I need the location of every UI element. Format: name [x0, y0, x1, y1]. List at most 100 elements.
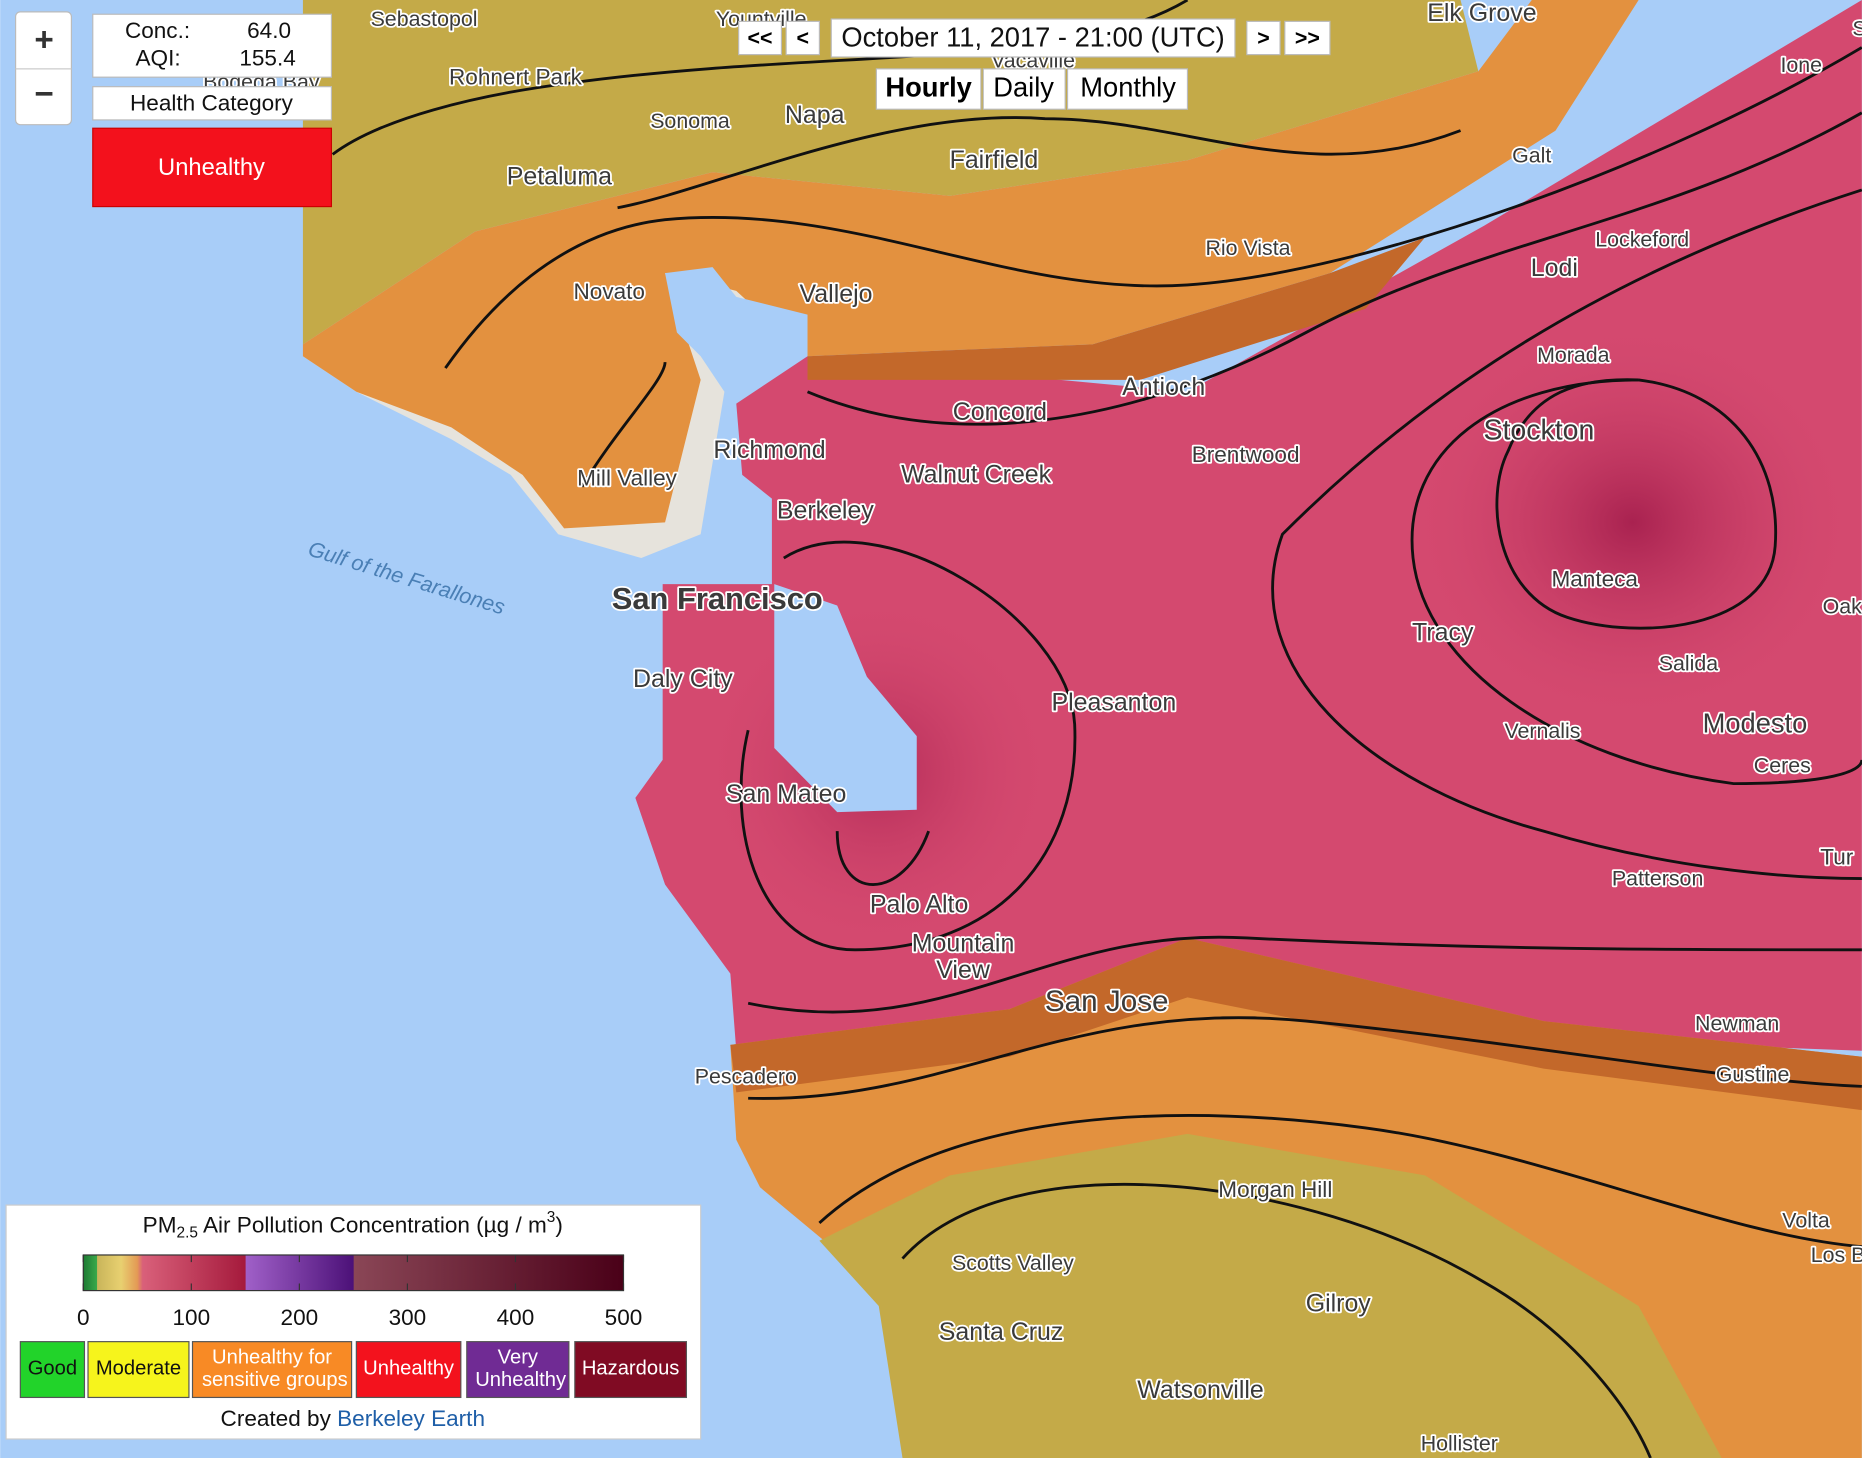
- place-label: Elk Grove: [1427, 0, 1536, 27]
- mode-button[interactable]: Monthly: [1080, 71, 1176, 102]
- place-label: Walnut Creek: [901, 461, 1052, 489]
- credit: Created by Berkeley Earth: [221, 1406, 485, 1431]
- category-label: Unhealthy: [363, 1357, 455, 1379]
- place-label: Vernalis: [1504, 719, 1580, 743]
- next-button[interactable]: >: [1257, 26, 1269, 50]
- legend-box: [5, 1204, 702, 1440]
- category-swatch: [191, 1341, 353, 1399]
- place-label: Galt: [1512, 143, 1551, 167]
- category-header-box: [92, 86, 333, 121]
- prev-button[interactable]: <: [797, 26, 809, 50]
- place-label: Rohnert Park: [449, 64, 583, 89]
- place-label: Gustine: [1716, 1062, 1790, 1086]
- place-label: Rio Vista: [1205, 236, 1290, 260]
- place-label: Oak: [1823, 595, 1862, 619]
- place-label: Mill Valley: [577, 466, 678, 491]
- time-nav: << < October 11, 2017 - 21:00 (UTC) > >>…: [738, 18, 1331, 110]
- place-label: Vallejo: [800, 280, 873, 308]
- mode-button[interactable]: Hourly: [885, 71, 972, 102]
- place-label: San Mateo: [726, 780, 847, 808]
- zoom-control: + −: [15, 11, 72, 126]
- category-label: Good: [28, 1357, 77, 1379]
- category-swatch: [574, 1341, 688, 1399]
- legend: PM2.5 Air Pollution Concentration (µg / …: [5, 1204, 702, 1440]
- tick-label: 200: [281, 1305, 319, 1330]
- colorbar: [82, 1254, 625, 1292]
- tick-label: 300: [389, 1305, 427, 1330]
- place-label: Salida: [1659, 652, 1718, 676]
- place-label: Los B: [1811, 1243, 1862, 1267]
- place-label: Stockton: [1483, 415, 1594, 447]
- legend-title: PM2.5 Air Pollution Concentration (µg / …: [143, 1209, 563, 1241]
- place-label: Palo Alto: [870, 890, 968, 918]
- place-label: Fairfield: [950, 146, 1039, 174]
- place-label: Manteca: [1551, 567, 1638, 592]
- category-label: Very Unhealthy: [470, 1347, 567, 1392]
- place-label: Scotts Valley: [952, 1251, 1074, 1275]
- zoom-out[interactable]: −: [34, 76, 53, 113]
- readout: Conc.: 64.0 AQI: 155.4 Health Category U…: [92, 13, 333, 208]
- place-label: Novato: [574, 279, 645, 304]
- place-label: Morgan Hill: [1218, 1177, 1332, 1202]
- place-label: Hollister: [1421, 1432, 1498, 1456]
- category-swatch: [19, 1341, 86, 1399]
- tick-label: 500: [605, 1305, 643, 1330]
- place-label: Pescadero: [695, 1065, 797, 1089]
- place-label: Pleasanton: [1051, 689, 1176, 717]
- credit-link[interactable]: Berkeley Earth: [337, 1406, 485, 1431]
- category-swatch: [466, 1341, 570, 1399]
- place-label: Brentwood: [1192, 442, 1300, 467]
- place-label: Patterson: [1612, 866, 1703, 890]
- place-label: Volta: [1782, 1208, 1830, 1232]
- place-label: Berkeley: [777, 496, 875, 524]
- place-label: Antioch: [1122, 373, 1205, 401]
- category-label: Unhealthy for sensitive groups: [196, 1347, 347, 1392]
- category: Unhealthy: [158, 155, 265, 181]
- aqi-value: 155.4: [239, 45, 295, 70]
- category-box: [92, 127, 333, 208]
- place-label: Sonoma: [650, 109, 730, 133]
- first-button[interactable]: <<: [748, 26, 773, 50]
- place-label: Petaluma: [507, 163, 612, 191]
- place-label: Daly City: [633, 665, 733, 693]
- place-label: Gilroy: [1306, 1289, 1372, 1317]
- place-label: Santa Cruz: [939, 1318, 1064, 1346]
- place-label: Newman: [1695, 1011, 1779, 1035]
- place-label: Lockeford: [1595, 228, 1689, 252]
- date: October 11, 2017 - 21:00 (UTC): [841, 21, 1224, 52]
- last-button[interactable]: >>: [1295, 26, 1320, 50]
- place-label: Morada: [1537, 343, 1610, 367]
- category-label: Moderate: [96, 1357, 181, 1379]
- place-label: San Jose: [1045, 985, 1169, 1018]
- place-label: Mountain: [912, 930, 1015, 958]
- tick-label: 400: [497, 1305, 535, 1330]
- place-label: Ione: [1780, 53, 1822, 77]
- place-label: Ceres: [1754, 754, 1811, 778]
- place-label: Modesto: [1703, 708, 1808, 739]
- place-label: Watsonville: [1137, 1376, 1264, 1404]
- category-label: Hazardous: [582, 1357, 680, 1379]
- place-label: View: [936, 956, 991, 984]
- category-header: Health Category: [130, 90, 294, 115]
- tick-label: 100: [173, 1305, 211, 1330]
- tick-label: 0: [77, 1305, 90, 1330]
- aqi-label: AQI:: [136, 45, 181, 70]
- conc-label: Conc.:: [125, 18, 190, 43]
- mode-button[interactable]: Daily: [993, 71, 1054, 102]
- place-label: Tracy: [1412, 619, 1474, 647]
- place-label: Sebastopol: [371, 7, 478, 31]
- place-label: Richmond: [713, 436, 825, 464]
- place-label: Lodi: [1531, 254, 1578, 282]
- place-labels: Gulf of the Farallones Sebastopol Yountvi…: [201, 0, 1862, 1457]
- category-swatch: [355, 1341, 462, 1399]
- conc-value: 64.0: [247, 18, 291, 43]
- readout-box: [92, 13, 333, 78]
- zoom-in[interactable]: +: [34, 21, 53, 58]
- category-swatch: [87, 1341, 190, 1399]
- place-label: Concord: [953, 398, 1047, 426]
- place-label: Napa: [785, 101, 845, 129]
- place-label: San Francisco: [612, 581, 823, 616]
